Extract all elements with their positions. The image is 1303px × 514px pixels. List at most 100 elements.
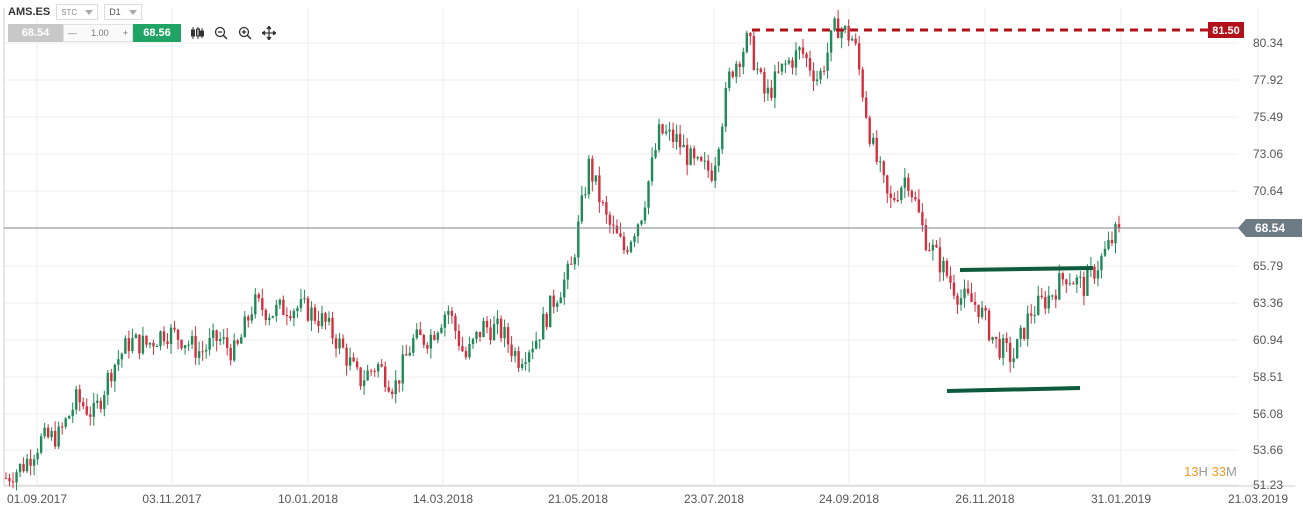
interval-dropdown[interactable]: D1 bbox=[104, 4, 142, 20]
candle-body bbox=[236, 340, 239, 344]
candle-body bbox=[176, 329, 180, 340]
chart-grid bbox=[3, 8, 1295, 487]
candle-body bbox=[689, 148, 692, 165]
y-tick-label: 63.36 bbox=[1253, 296, 1283, 310]
candle-body bbox=[921, 212, 924, 226]
candle-body bbox=[1033, 314, 1036, 316]
candle-body bbox=[67, 416, 71, 419]
candle-body bbox=[106, 372, 110, 395]
candle-body bbox=[162, 331, 166, 342]
candle-body bbox=[738, 63, 742, 68]
candle-body bbox=[822, 70, 826, 72]
candle-body bbox=[485, 320, 489, 328]
candle-body bbox=[159, 331, 162, 346]
candle-body bbox=[699, 157, 703, 161]
candles-icon[interactable] bbox=[189, 25, 205, 41]
candle-body bbox=[615, 225, 619, 234]
candle-body bbox=[117, 359, 120, 365]
candle-body bbox=[854, 38, 857, 44]
candle-body bbox=[394, 380, 397, 395]
candle-body bbox=[994, 336, 998, 339]
candle-body bbox=[310, 307, 313, 321]
candle-body bbox=[401, 354, 404, 384]
candle-body bbox=[1093, 266, 1096, 279]
candle-body bbox=[499, 318, 503, 339]
candle-body bbox=[749, 32, 752, 37]
overlays: 68.54 81.50 bbox=[4, 22, 1302, 393]
trade-row: 68.54 — 1.00 + 68.56 bbox=[8, 24, 277, 42]
candle-body bbox=[429, 334, 433, 349]
sell-button[interactable]: 68.54 bbox=[8, 24, 63, 42]
quantity-plus-button[interactable]: + bbox=[122, 28, 128, 38]
candle-body bbox=[257, 294, 260, 299]
y-tick-label: 53.66 bbox=[1253, 443, 1283, 457]
candle-body bbox=[405, 354, 408, 356]
zoom-in-icon[interactable] bbox=[237, 25, 253, 41]
candle-body bbox=[120, 353, 124, 360]
candle-body bbox=[879, 161, 882, 163]
candle-body bbox=[829, 30, 833, 53]
candle-body bbox=[173, 327, 176, 330]
candle-body bbox=[391, 391, 394, 395]
candle-body bbox=[707, 160, 710, 171]
candle-body bbox=[643, 207, 647, 221]
candle-body bbox=[949, 275, 952, 283]
current-price-badge bbox=[1238, 219, 1302, 237]
quantity-value[interactable]: 1.00 bbox=[91, 28, 109, 38]
candle-body bbox=[408, 352, 411, 356]
candle-body bbox=[148, 342, 152, 345]
x-tick-label: 14.03.2018 bbox=[413, 492, 473, 506]
candle-body bbox=[1008, 342, 1012, 362]
candle-body bbox=[661, 124, 664, 134]
buy-button[interactable]: 68.56 bbox=[133, 24, 181, 42]
y-tick-label: 77.92 bbox=[1253, 73, 1283, 87]
candle-body bbox=[345, 347, 348, 366]
current-price-label: 68.54 bbox=[1255, 221, 1285, 235]
candle-body bbox=[850, 38, 854, 41]
candle-body bbox=[959, 298, 963, 305]
candle-body bbox=[1065, 279, 1068, 285]
candle-body bbox=[152, 342, 155, 347]
candle-body bbox=[190, 335, 194, 345]
candle-body bbox=[573, 257, 576, 265]
quantity-minus-button[interactable]: — bbox=[68, 28, 77, 38]
candle-body bbox=[928, 249, 931, 251]
x-tick-label: 26.11.2018 bbox=[955, 492, 1014, 506]
candle-body bbox=[1030, 313, 1033, 316]
candle-body bbox=[882, 161, 885, 176]
instrument-type-dropdown[interactable]: STC bbox=[56, 4, 99, 20]
candle-body bbox=[510, 344, 513, 356]
y-tick-label: 51.23 bbox=[1253, 478, 1283, 492]
zoom-out-icon[interactable] bbox=[213, 25, 229, 41]
candle-body bbox=[857, 43, 861, 70]
candle-body bbox=[369, 370, 373, 372]
candle-body bbox=[875, 137, 878, 162]
resistance-label: 81.50 bbox=[1212, 25, 1240, 37]
candle-body bbox=[278, 299, 282, 305]
candle-body bbox=[970, 293, 973, 302]
candle-body bbox=[208, 337, 211, 350]
quantity-stepper[interactable]: — 1.00 + bbox=[63, 24, 133, 42]
candle-body bbox=[622, 236, 626, 251]
candle-body bbox=[4, 477, 8, 479]
candle-body bbox=[945, 260, 949, 276]
candle-body bbox=[636, 224, 640, 237]
candle-body bbox=[861, 69, 864, 98]
candle-body bbox=[478, 331, 482, 338]
candle-body bbox=[419, 329, 422, 336]
symbol-name[interactable]: AMS.ES bbox=[8, 6, 51, 18]
candle-body bbox=[917, 199, 921, 213]
chevron-down-icon bbox=[128, 9, 137, 15]
candle-body bbox=[240, 337, 243, 344]
candle-body bbox=[96, 400, 99, 403]
candle-body bbox=[436, 332, 440, 340]
candle-body bbox=[973, 301, 977, 305]
candle-body bbox=[1061, 273, 1065, 280]
candle-body bbox=[46, 427, 50, 438]
candle-body bbox=[903, 177, 907, 188]
candle-body bbox=[517, 351, 520, 368]
candle-body bbox=[513, 351, 517, 356]
crosshair-icon[interactable] bbox=[261, 25, 277, 41]
candle-body bbox=[380, 364, 383, 367]
